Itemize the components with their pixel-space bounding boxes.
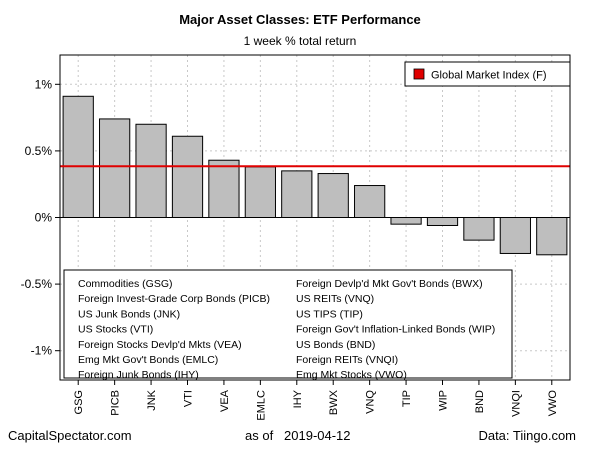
- footer-data-credit: Data: Tiingo.com: [478, 428, 576, 443]
- x-tick-label: VTI: [183, 390, 195, 407]
- bar-wip: [426, 217, 459, 226]
- key-entry-right: US Bonds (BND): [296, 339, 375, 351]
- bar-ihy: [281, 170, 313, 218]
- x-tick-label: TIP: [401, 390, 413, 407]
- key-entry-left: Foreign Junk Bonds (IHY): [78, 369, 199, 381]
- chart-title: Major Asset Classes: ETF Performance: [179, 12, 421, 27]
- x-tick-label: VNQ: [365, 390, 377, 414]
- x-tick-label: WIP: [438, 390, 450, 411]
- y-tick-label: -0.5%: [21, 277, 53, 291]
- legend-label: Global Market Index (F): [431, 70, 547, 82]
- footer-source: CapitalSpectator.com: [8, 428, 132, 443]
- key-entry-right: Emg Mkt Stocks (VWO): [296, 369, 407, 381]
- x-tick-label: BWX: [328, 389, 340, 415]
- bar-vea: [208, 159, 240, 218]
- x-tick-label: EMLC: [255, 390, 267, 421]
- bar-picb: [99, 118, 131, 218]
- x-tick-label: VEA: [219, 389, 231, 412]
- y-tick-label: -1%: [31, 344, 53, 358]
- key-entry-right: Foreign Devlp'd Mkt Gov't Bonds (BWX): [296, 278, 483, 290]
- legend-box: [404, 61, 571, 87]
- key-entry-right: US TIPS (TIP): [296, 308, 363, 320]
- ticker-key-box: [63, 269, 513, 379]
- x-tick-label: GSG: [73, 390, 85, 414]
- key-entry-left: Emg Mkt Gov't Bonds (EMLC): [78, 354, 218, 366]
- footer-date: as of 2019-04-12: [245, 428, 351, 443]
- bar-bwx: [317, 173, 349, 218]
- y-tick-label: 1%: [35, 77, 53, 91]
- x-tick-label: PICB: [110, 390, 122, 416]
- x-tick-label: VWO: [547, 390, 559, 417]
- key-entry-left: US Stocks (VTI): [78, 324, 153, 336]
- bar-tip: [390, 217, 422, 225]
- key-entry-left: US Junk Bonds (JNK): [78, 308, 180, 320]
- bar-vnqi: [499, 217, 531, 254]
- key-entry-right: Foreign REITs (VNQI): [296, 354, 398, 366]
- x-tick-label: IHY: [292, 389, 304, 408]
- key-entry-left: Foreign Invest-Grade Corp Bonds (PICB): [78, 293, 270, 305]
- y-tick-label: 0%: [35, 211, 53, 225]
- x-tick-label: JNK: [146, 389, 158, 410]
- key-entry-right: US REITs (VNQ): [296, 293, 374, 305]
- key-entry-left: Commodities (GSG): [78, 278, 173, 290]
- y-tick-label: 0.5%: [25, 144, 53, 158]
- bar-jnk: [135, 123, 167, 218]
- bar-vwo: [536, 217, 568, 256]
- bar-bnd: [463, 217, 495, 241]
- key-entry-left: Foreign Stocks Devlp'd Mkts (VEA): [78, 339, 242, 351]
- bar-vti: [171, 135, 204, 218]
- chart-subtitle: 1 week % total return: [244, 34, 357, 48]
- x-tick-label: BND: [474, 390, 486, 413]
- bar-emlc: [244, 166, 276, 218]
- bar-vnq: [354, 185, 386, 219]
- bar-gsg: [62, 95, 94, 218]
- x-tick-label: VNQI: [510, 390, 522, 417]
- legend-swatch: [413, 68, 425, 80]
- key-entry-right: Foreign Gov't Inflation-Linked Bonds (WI…: [296, 324, 495, 336]
